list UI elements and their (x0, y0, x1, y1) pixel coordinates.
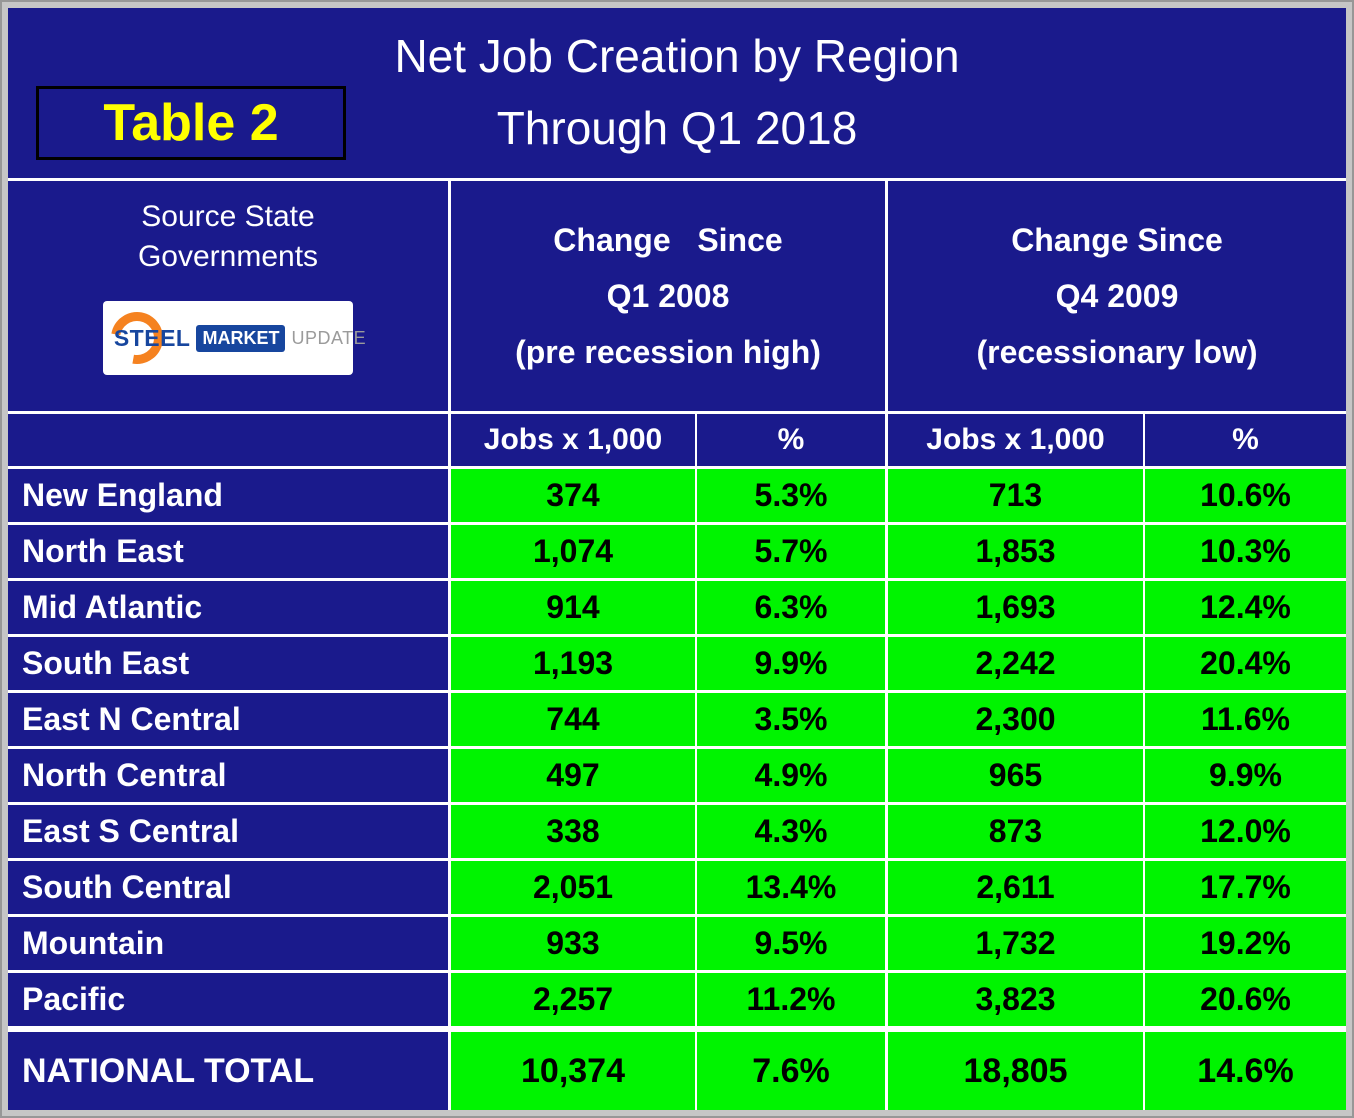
region-cell: South Central (8, 861, 451, 914)
jobs1-cell: 1,193 (451, 637, 697, 690)
region-cell: New England (8, 469, 451, 522)
pct1-cell: 3.5% (697, 693, 888, 746)
jobs1-cell: 374 (451, 469, 697, 522)
net-job-creation-table: Table 2 Net Job Creation by Region Throu… (8, 8, 1346, 1110)
pct2-cell: 17.7% (1145, 861, 1346, 914)
logo-update-text: UPDATE (291, 327, 367, 348)
subheader-jobs-q4-2009: Jobs x 1,000 (888, 414, 1145, 466)
jobs1-cell: 1,074 (451, 525, 697, 578)
region-cell: Mid Atlantic (8, 581, 451, 634)
group-header-q4-2009-label: Change Since Q4 2009 (recessionary low) (976, 222, 1258, 370)
group-header-q4-2009: Change Since Q4 2009 (recessionary low) (888, 181, 1346, 411)
pct1-cell: 11.2% (697, 973, 888, 1026)
jobs2-cell: 713 (888, 469, 1145, 522)
pct2-cell: 20.4% (1145, 637, 1346, 690)
jobs2-cell: 873 (888, 805, 1145, 858)
pct2-cell: 9.9% (1145, 749, 1346, 802)
group-header-q1-2008: Change Since Q1 2008 (pre recession high… (451, 181, 888, 411)
table-row: North East 1,074 5.7% 1,853 10.3% (8, 525, 1346, 581)
total-jobs1-cell: 10,374 (451, 1032, 697, 1110)
jobs2-cell: 2,242 (888, 637, 1145, 690)
table-row: East N Central 744 3.5% 2,300 11.6% (8, 693, 1346, 749)
table-row: Pacific 2,257 11.2% 3,823 20.6% (8, 973, 1346, 1032)
pct2-cell: 20.6% (1145, 973, 1346, 1026)
source-label: Source State Governments (137, 200, 319, 273)
jobs1-cell: 2,051 (451, 861, 697, 914)
table-row: East S Central 338 4.3% 873 12.0% (8, 805, 1346, 861)
pct2-cell: 10.3% (1145, 525, 1346, 578)
region-cell: North Central (8, 749, 451, 802)
logo-steel-text: STEEL (113, 324, 191, 351)
region-cell: Mountain (8, 917, 451, 970)
jobs1-cell: 914 (451, 581, 697, 634)
pct1-cell: 5.7% (697, 525, 888, 578)
region-cell: East N Central (8, 693, 451, 746)
pct2-cell: 12.0% (1145, 805, 1346, 858)
jobs1-cell: 933 (451, 917, 697, 970)
region-cell: South East (8, 637, 451, 690)
jobs2-cell: 2,611 (888, 861, 1145, 914)
steel-market-update-logo: STEEL MARKET UPDATE (100, 301, 366, 375)
group-header-q1-2008-label: Change Since Q1 2008 (pre recession high… (515, 222, 821, 370)
jobs1-cell: 744 (451, 693, 697, 746)
subheader-row: Jobs x 1,000 % Jobs x 1,000 % (8, 414, 1346, 469)
region-cell: East S Central (8, 805, 451, 858)
jobs1-cell: 338 (451, 805, 697, 858)
subheader-jobs-q1-2008: Jobs x 1,000 (451, 414, 697, 466)
table-row: South East 1,193 9.9% 2,242 20.4% (8, 637, 1346, 693)
jobs1-cell: 497 (451, 749, 697, 802)
page-title: Net Job Creation by Region Through Q1 20… (394, 30, 960, 154)
pct1-cell: 9.5% (697, 917, 888, 970)
table-label: Table 2 (103, 94, 279, 152)
jobs2-cell: 3,823 (888, 973, 1145, 1026)
table-row: South Central 2,051 13.4% 2,611 17.7% (8, 861, 1346, 917)
total-pct2-cell: 14.6% (1145, 1032, 1346, 1110)
table-label-box: Table 2 (36, 86, 346, 160)
total-pct1-cell: 7.6% (697, 1032, 888, 1110)
region-cell: North East (8, 525, 451, 578)
national-total-row: NATIONAL TOTAL 10,374 7.6% 18,805 14.6% (8, 1032, 1346, 1110)
jobs2-cell: 1,693 (888, 581, 1145, 634)
pct1-cell: 5.3% (697, 469, 888, 522)
region-cell: Pacific (8, 973, 451, 1026)
header-row: Source State Governments STEEL MARKET UP… (8, 181, 1346, 414)
pct2-cell: 12.4% (1145, 581, 1346, 634)
pct1-cell: 13.4% (697, 861, 888, 914)
pct1-cell: 4.9% (697, 749, 888, 802)
jobs1-cell: 2,257 (451, 973, 697, 1026)
table-body: New England 374 5.3% 713 10.6% North Eas… (8, 469, 1346, 1032)
total-jobs2-cell: 18,805 (888, 1032, 1145, 1110)
table-row: North Central 497 4.9% 965 9.9% (8, 749, 1346, 805)
subheader-empty-cell (8, 414, 451, 466)
jobs2-cell: 2,300 (888, 693, 1145, 746)
table-row: New England 374 5.3% 713 10.6% (8, 469, 1346, 525)
pct2-cell: 10.6% (1145, 469, 1346, 522)
title-block: Table 2 Net Job Creation by Region Throu… (8, 8, 1346, 181)
logo-market-text: MARKET (196, 324, 286, 352)
table-row: Mid Atlantic 914 6.3% 1,693 12.4% (8, 581, 1346, 637)
pct1-cell: 9.9% (697, 637, 888, 690)
jobs2-cell: 1,853 (888, 525, 1145, 578)
jobs2-cell: 965 (888, 749, 1145, 802)
pct2-cell: 19.2% (1145, 917, 1346, 970)
source-cell: Source State Governments STEEL MARKET UP… (8, 181, 451, 411)
total-region-cell: NATIONAL TOTAL (8, 1032, 451, 1110)
table-row: Mountain 933 9.5% 1,732 19.2% (8, 917, 1346, 973)
subheader-pct-q4-2009: % (1232, 423, 1259, 456)
jobs2-cell: 1,732 (888, 917, 1145, 970)
pct2-cell: 11.6% (1145, 693, 1346, 746)
pct1-cell: 4.3% (697, 805, 888, 858)
pct1-cell: 6.3% (697, 581, 888, 634)
subheader-pct-q1-2008: % (697, 414, 888, 466)
